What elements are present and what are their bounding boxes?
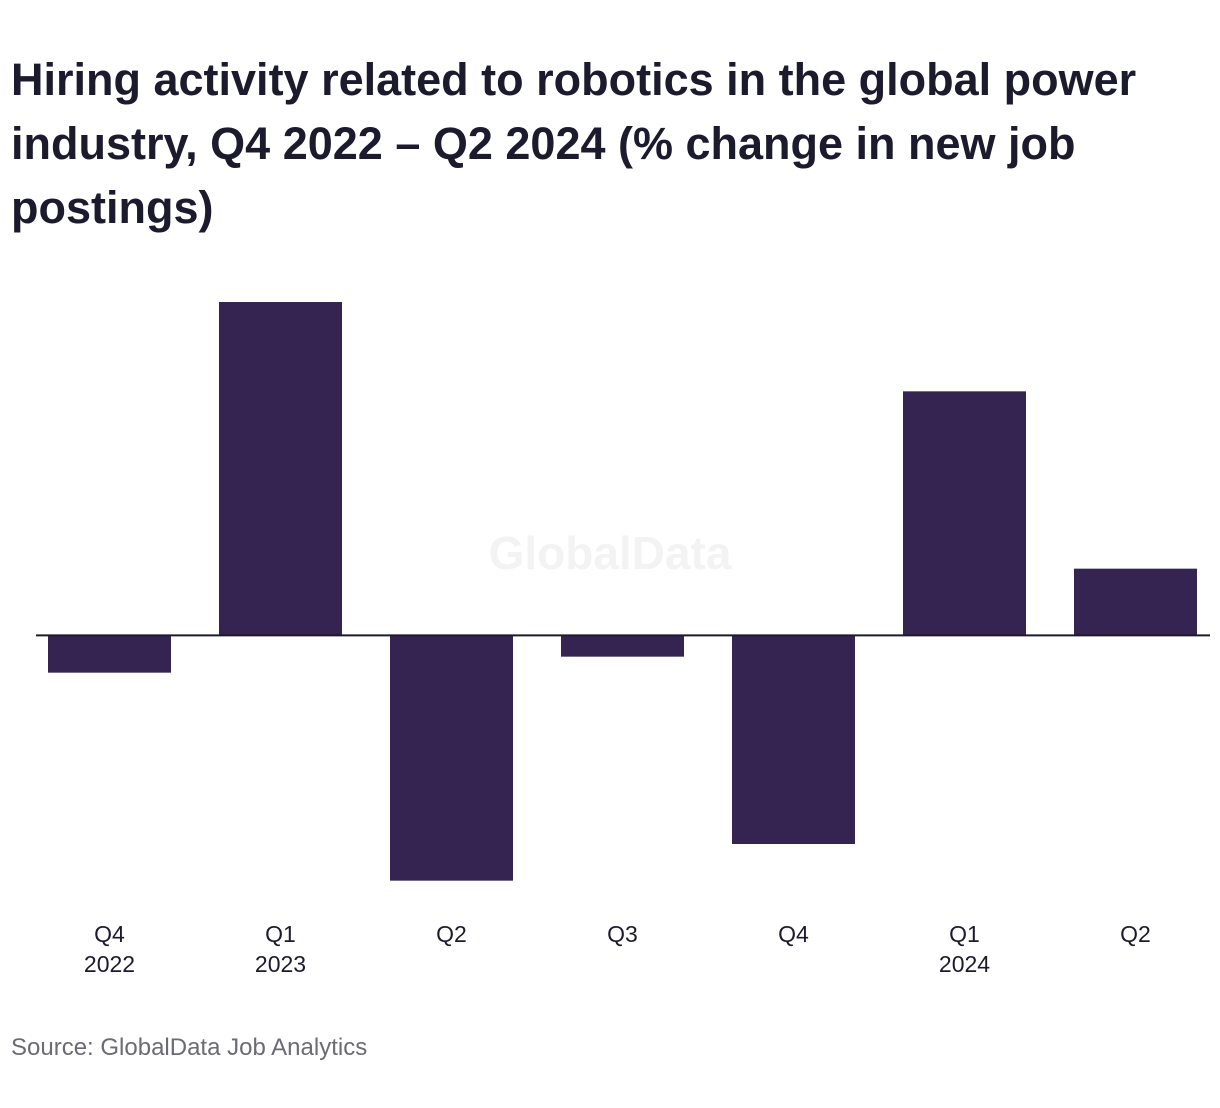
watermark-text: GlobalData bbox=[489, 527, 732, 579]
x-tick-label-1-year: 2023 bbox=[255, 951, 306, 977]
bar-3 bbox=[561, 635, 684, 657]
x-tick-label-0-year: 2022 bbox=[84, 951, 135, 977]
bar-0 bbox=[48, 635, 171, 673]
bar-5 bbox=[903, 391, 1026, 636]
x-tick-label-0-quarter: Q4 bbox=[94, 921, 125, 947]
bar-4 bbox=[732, 635, 855, 844]
x-tick-label-5-year: 2024 bbox=[939, 951, 990, 977]
x-tick-label-4-quarter: Q4 bbox=[778, 921, 809, 947]
x-tick-label-5-quarter: Q1 bbox=[949, 921, 980, 947]
x-tick-label-6-quarter: Q2 bbox=[1120, 921, 1151, 947]
bars-group bbox=[48, 302, 1197, 881]
bar-6 bbox=[1074, 568, 1197, 636]
bar-2 bbox=[390, 635, 513, 881]
x-axis-ticks: Q4 2022 Q1 2023 Q2 Q3 Q4 Q1 2024 Q2 bbox=[84, 921, 1151, 977]
x-tick-label-1-quarter: Q1 bbox=[265, 921, 296, 947]
chart-title: Hiring activity related to robotics in t… bbox=[11, 54, 1137, 233]
x-tick-label-2-quarter: Q2 bbox=[436, 921, 467, 947]
x-tick-label-3-quarter: Q3 bbox=[607, 921, 638, 947]
bar-1 bbox=[219, 302, 342, 636]
source-note: Source: GlobalData Job Analytics bbox=[11, 1034, 368, 1061]
